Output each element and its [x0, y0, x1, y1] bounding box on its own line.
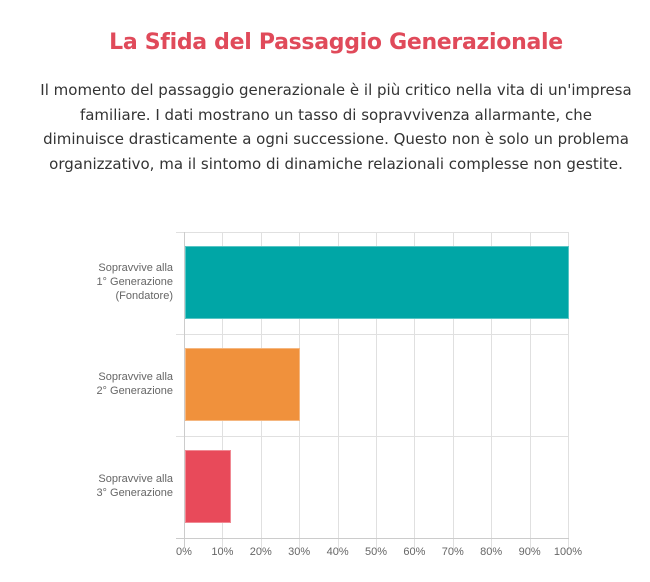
- gridline-horizontal: [176, 334, 568, 335]
- y-category-label-line: (Fondatore): [115, 290, 173, 302]
- gridline-vertical: [568, 232, 569, 550]
- y-category-label: Sopravvive alla 1° Generazione (Fondatore): [43, 261, 173, 303]
- gridline-vertical: [414, 232, 416, 550]
- gridline-vertical: [376, 232, 377, 550]
- x-axis: [176, 538, 569, 539]
- y-category-label: Sopravvive alla 3° Generazione: [43, 472, 173, 500]
- y-category-label-line: 3° Generazione: [96, 487, 173, 499]
- bar-1: [185, 246, 569, 319]
- x-tick-label: 70%: [441, 546, 464, 558]
- y-category-label-line: Sopravvive alla: [98, 473, 173, 485]
- gridline-horizontal: [176, 436, 568, 437]
- x-tick-label: 100%: [553, 546, 583, 558]
- x-tick-label: 40%: [326, 546, 349, 558]
- y-category-label-line: Sopravvive alla: [98, 371, 173, 383]
- y-category-label-line: 2° Generazione: [96, 385, 173, 397]
- y-category-label: Sopravvive alla 2° Generazione: [43, 370, 173, 398]
- x-tick-label: 20%: [249, 546, 272, 558]
- gridline-vertical: [529, 232, 531, 550]
- page-description: Il momento del passaggio generazionale è…: [40, 81, 632, 173]
- x-tick-label: 60%: [403, 546, 426, 558]
- x-tick-label: 90%: [518, 546, 541, 558]
- x-tick-label: 50%: [364, 546, 388, 558]
- y-category-label-line: Sopravvive alla: [98, 262, 173, 274]
- gridline-vertical: [337, 232, 339, 550]
- gridline-vertical: [491, 232, 493, 550]
- x-tick-label: 0%: [176, 546, 192, 558]
- gridline-vertical: [452, 232, 454, 550]
- page-title: La Sfida del Passaggio Generazionale: [109, 30, 563, 55]
- x-tick-label: 80%: [480, 546, 503, 558]
- bar-2: [185, 348, 301, 421]
- y-category-label-line: 1° Generazione: [96, 276, 173, 288]
- bar-3: [185, 450, 232, 523]
- gridline-horizontal: [176, 232, 568, 233]
- x-tick-label: 30%: [288, 546, 311, 558]
- x-tick-label: 10%: [211, 546, 234, 558]
- y-axis: [184, 232, 185, 547]
